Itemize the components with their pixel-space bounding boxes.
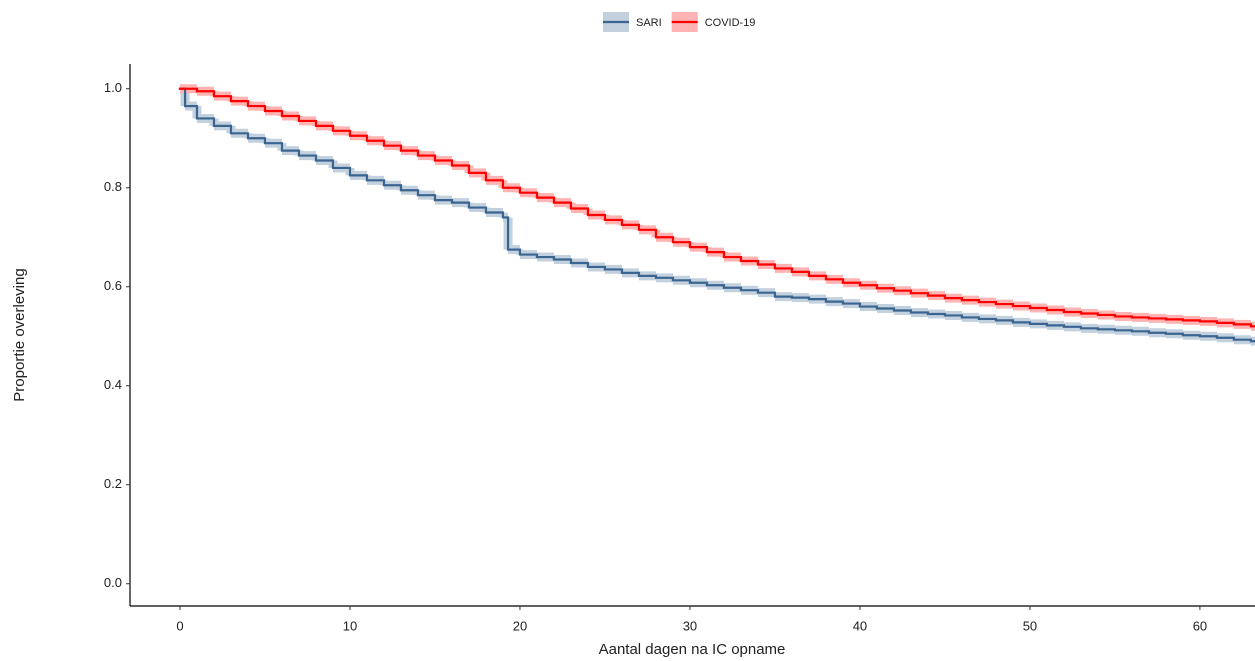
x-tick-label: 20 <box>513 618 527 633</box>
survival-line <box>178 87 1255 328</box>
legend-label: SARI <box>636 17 662 29</box>
y-tick-label: 0.6 <box>104 278 122 293</box>
y-axis-title: Proportie overleving <box>11 268 28 401</box>
x-tick-label: 60 <box>1193 618 1207 633</box>
x-tick-label: 40 <box>853 618 867 633</box>
confidence-band <box>179 84 1255 331</box>
survival-line <box>178 87 1255 343</box>
y-tick-label: 1.0 <box>104 80 122 95</box>
x-tick-label: 50 <box>1023 618 1037 633</box>
y-tick-label: 0.8 <box>104 179 122 194</box>
y-tick-label: 0.2 <box>104 476 122 491</box>
y-tick-label: 0.0 <box>104 575 122 590</box>
x-tick-label: 0 <box>176 618 183 633</box>
y-tick-label: 0.4 <box>104 377 122 392</box>
x-tick-label: 30 <box>683 618 697 633</box>
legend-label: COVID-19 <box>705 17 756 29</box>
x-axis-title: Aantal dagen na IC opname <box>599 641 786 658</box>
x-tick-label: 10 <box>343 618 357 633</box>
